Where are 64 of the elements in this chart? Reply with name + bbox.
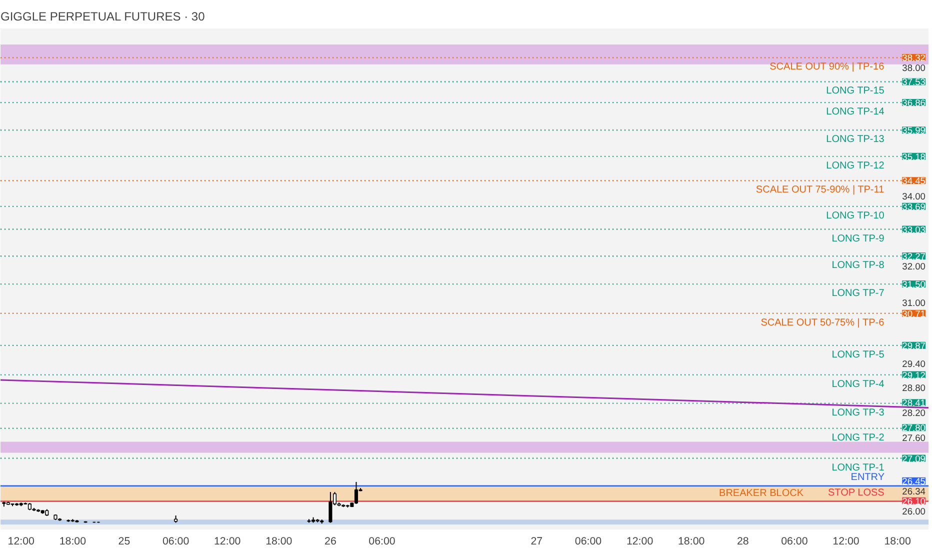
x-tick-label: 26 <box>324 536 336 548</box>
y-tick-label: 26.45 <box>902 476 926 486</box>
y-tick-label: 31.00 <box>902 298 926 308</box>
ref-line-label: LONG TP-8 <box>832 260 885 272</box>
y-tick-label: 29.87 <box>902 340 926 351</box>
ref-line-label: LONG TP-15 <box>826 86 885 97</box>
y-tick-label: 27.80 <box>902 423 926 434</box>
x-tick-label: 12:00 <box>626 536 654 548</box>
y-tick-label: 36.86 <box>902 98 926 108</box>
ref-line-label: SCALE OUT 50-75% | TP-6 <box>760 317 885 328</box>
x-tick-label: 06:00 <box>162 536 190 548</box>
ref-line-label: LONG TP-2 <box>832 432 885 444</box>
y-tick-label: 37.53 <box>902 77 926 88</box>
x-tick-label: 25 <box>118 536 130 548</box>
y-tick-label: 32.00 <box>902 262 926 272</box>
y-tick-label: 34.00 <box>902 191 926 202</box>
x-tick-label: 12:00 <box>832 536 860 548</box>
ref-line-label: SCALE OUT 75-90% | TP-11 <box>756 184 885 196</box>
x-tick-label: 12:00 <box>8 536 35 548</box>
y-tick-label: 29.40 <box>902 359 926 370</box>
ref-line-label: ENTRY <box>850 472 885 483</box>
ref-line-label: LONG TP-3 <box>832 407 885 418</box>
ref-line-label: LONG TP-12 <box>826 160 885 172</box>
ref-line-label: LONG TP-13 <box>826 134 885 146</box>
x-tick-label: 27 <box>530 536 543 548</box>
y-tick-label: 26.10 <box>902 496 926 506</box>
y-tick-label: 38.00 <box>902 63 926 74</box>
x-tick-label: 18:00 <box>266 536 292 548</box>
y-tick-label: 34.45 <box>902 176 926 186</box>
x-tick-label: 18:00 <box>884 536 911 548</box>
y-tick-label: 27.09 <box>902 454 926 464</box>
ref-line-label: SCALE OUT 90% | TP-16 <box>770 62 885 73</box>
x-tick-label: 12:00 <box>214 536 241 548</box>
x-tick-label: 18:00 <box>59 536 86 548</box>
ref-line-label: STOP LOSS <box>828 487 885 498</box>
x-tick-label: 06:00 <box>368 536 396 548</box>
ref-line-label: LONG TP-9 <box>832 233 885 244</box>
ref-line-label: LONG TP-7 <box>832 288 885 300</box>
y-tick-label: 28.20 <box>902 408 926 418</box>
y-tick-label: 32.27 <box>902 252 926 262</box>
ref-line-label: LONG TP-10 <box>826 210 885 222</box>
y-tick-label: 35.99 <box>902 126 926 136</box>
x-tick-label: 18:00 <box>678 536 705 548</box>
x-tick-label: 06:00 <box>781 536 808 548</box>
ref-line-label: LONG TP-1 <box>832 462 885 474</box>
x-tick-label: 28 <box>736 536 749 548</box>
y-tick-label: 33.69 <box>902 202 926 212</box>
y-tick-label: 28.80 <box>902 383 926 394</box>
y-tick-label: 30.71 <box>902 308 926 319</box>
y-tick-label: 31.50 <box>902 280 926 290</box>
ref-line-label: LONG TP-4 <box>832 378 885 390</box>
chart-title: GIGGLE PERPETUAL FUTURES · 30 <box>0 10 206 24</box>
y-tick-label: 28.41 <box>902 398 926 408</box>
y-tick-label: 38.32 <box>902 53 926 64</box>
ref-line-label: LONG TP-14 <box>826 106 885 118</box>
y-tick-label: 35.18 <box>902 152 926 162</box>
y-tick-label: 26.34 <box>902 486 926 496</box>
y-tick-label: 33.03 <box>902 224 926 235</box>
y-tick-label: 27.60 <box>902 433 926 444</box>
y-tick-label: 26.00 <box>902 506 926 516</box>
band-label: BREAKER BLOCK <box>719 488 804 500</box>
ref-line-label: LONG TP-5 <box>832 349 885 360</box>
y-tick-label: 29.12 <box>902 370 926 380</box>
x-tick-label: 06:00 <box>574 536 602 548</box>
